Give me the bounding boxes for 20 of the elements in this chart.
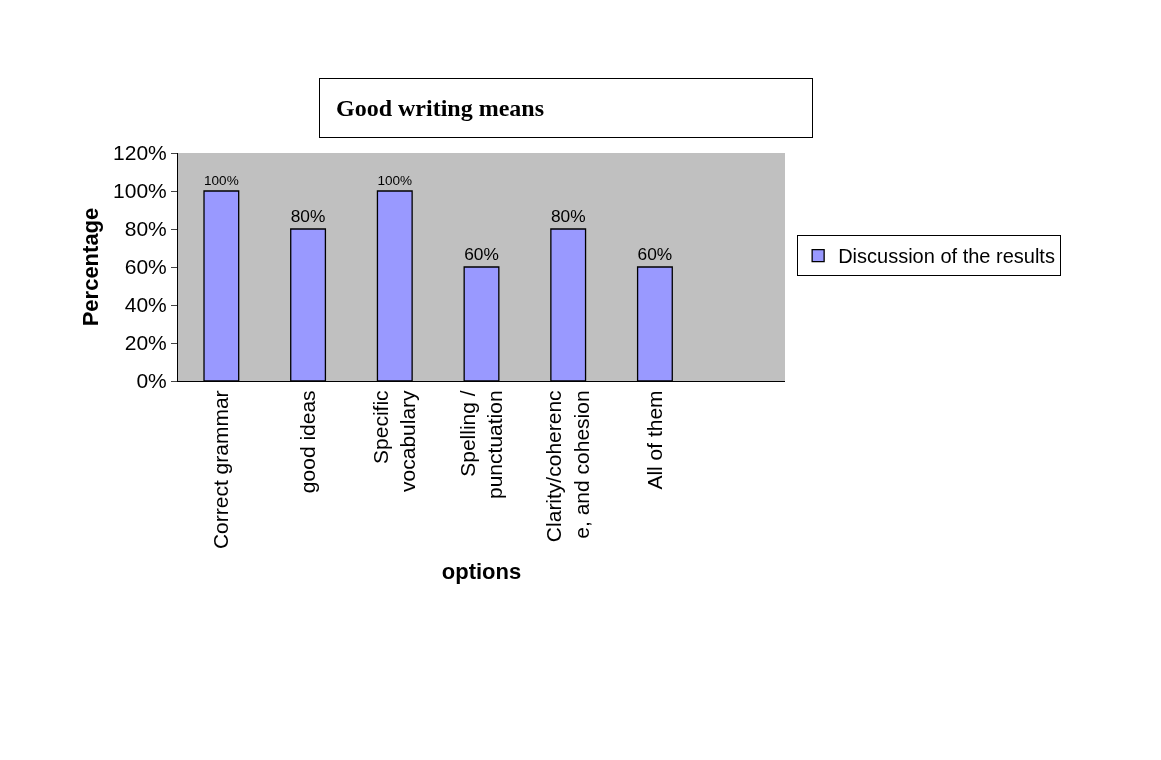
y-tick-label: 20% [124,331,167,355]
data-label: 80% [290,206,326,227]
y-tick-label: 80% [124,217,167,241]
legend-label: Discussion of the results [838,245,1055,268]
x-tick-label: All of them [642,390,666,490]
y-tick-label: 100% [113,179,167,203]
y-tick-label: 60% [124,255,167,279]
data-label: 60% [464,244,499,265]
x-tick-label: good ideas [295,390,319,494]
y-tick-label: 120% [113,141,167,165]
data-label: 60% [637,244,673,265]
data-label: 100% [204,172,239,188]
x-axis-title: options [441,559,522,584]
y-tick-label: 0% [136,369,167,393]
y-axis-title: Percentage [77,207,103,327]
chart-title: Good writing means [336,95,545,121]
data-label: 80% [550,206,586,227]
data-label: 100% [377,172,413,188]
y-tick-label: 40% [124,293,167,317]
x-tick-label: Correct grammar [209,390,233,550]
